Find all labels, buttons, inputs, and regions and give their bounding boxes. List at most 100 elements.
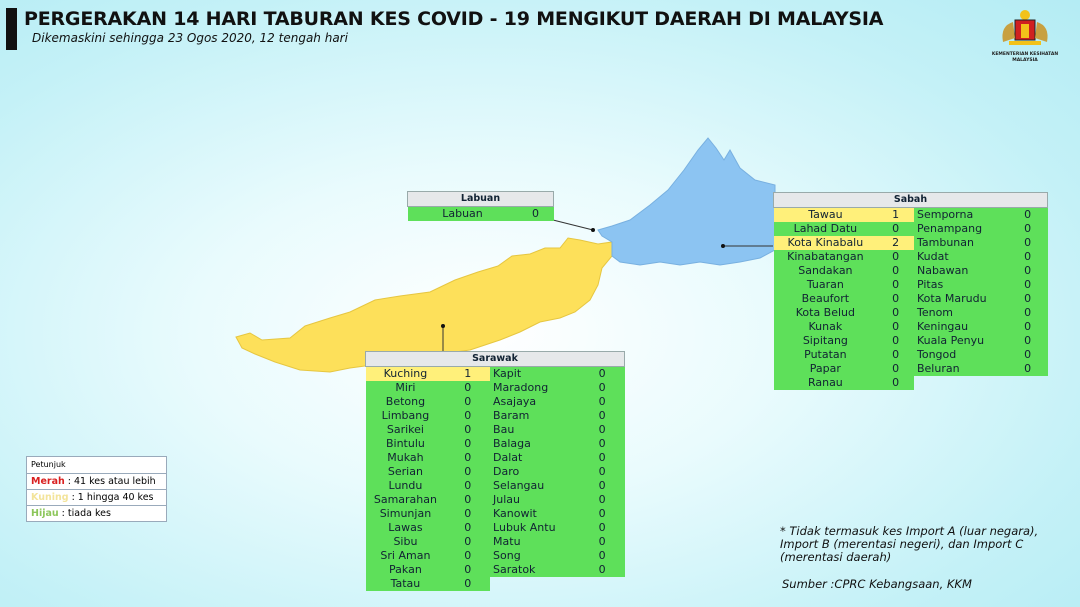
table-row: Ranau 0 xyxy=(773,376,1048,390)
case-count: 0 xyxy=(445,507,491,521)
case-count: 0 xyxy=(579,366,625,381)
district-name: Bintulu xyxy=(365,437,446,451)
coat-of-arms-icon xyxy=(1002,10,1048,45)
case-count: 0 xyxy=(579,409,625,423)
case-count: 0 xyxy=(579,507,625,521)
case-count: 0 xyxy=(1007,207,1048,222)
case-count: 0 xyxy=(1007,292,1048,306)
case-count: 0 xyxy=(1007,222,1048,236)
district-name: Simunjan xyxy=(365,507,446,521)
district-name: Dalat xyxy=(490,451,580,465)
district-name: Sri Aman xyxy=(365,549,446,563)
table-row: Kinabatangan 0 Kudat 0 xyxy=(773,250,1048,264)
district-name: Tatau xyxy=(365,577,446,591)
district-name: Kota Kinabalu xyxy=(773,236,878,250)
district-name: Saratok xyxy=(490,563,580,577)
case-count: 0 xyxy=(877,264,914,278)
logo-text: KEMENTERIAN KESIHATAN MALAYSIA xyxy=(991,52,1059,63)
district-name: Putatan xyxy=(773,348,878,362)
district-name: Tawau xyxy=(773,207,878,222)
table-row: Samarahan 0 Julau 0 xyxy=(365,493,625,507)
case-count: 0 xyxy=(579,437,625,451)
case-count: 0 xyxy=(445,479,491,493)
sabah-marker xyxy=(721,244,725,248)
page-subtitle: Dikemaskini sehingga 23 Ogos 2020, 12 te… xyxy=(32,31,348,45)
table-row: Sri Aman 0 Song 0 xyxy=(365,549,625,563)
district-name: Pitas xyxy=(913,278,1008,292)
case-count: 1 xyxy=(445,366,491,381)
case-count: 0 xyxy=(445,423,491,437)
district-name: Kota Marudu xyxy=(913,292,1008,306)
case-count: 0 xyxy=(579,493,625,507)
case-count: 0 xyxy=(579,535,625,549)
district-name: Selangau xyxy=(490,479,580,493)
district-name: Kudat xyxy=(913,250,1008,264)
table-row: Putatan 0 Tongod 0 xyxy=(773,348,1048,362)
case-count: 0 xyxy=(445,577,491,591)
district-name: Kanowit xyxy=(490,507,580,521)
title-accent-bar xyxy=(6,8,17,50)
table-row: Beaufort 0 Kota Marudu 0 xyxy=(773,292,1048,306)
table-row: Betong 0 Asajaya 0 xyxy=(365,395,625,409)
case-count: 0 xyxy=(445,549,491,563)
empty-cell xyxy=(490,577,624,591)
case-count: 1 xyxy=(877,207,914,222)
district-name: Tuaran xyxy=(773,278,878,292)
case-count: 0 xyxy=(445,437,491,451)
case-count: 0 xyxy=(877,348,914,362)
case-count: 0 xyxy=(1007,278,1048,292)
table-row: Lundu 0 Selangau 0 xyxy=(365,479,625,493)
district-name: Asajaya xyxy=(490,395,580,409)
table-row: Tawau 1 Semporna 0 xyxy=(773,207,1048,222)
case-count: 0 xyxy=(445,381,491,395)
case-count: 0 xyxy=(445,451,491,465)
district-name: Miri xyxy=(365,381,446,395)
table-row: Pakan 0 Saratok 0 xyxy=(365,563,625,577)
case-count: 0 xyxy=(579,423,625,437)
district-name: Nabawan xyxy=(913,264,1008,278)
district-name: Kota Belud xyxy=(773,306,878,320)
case-count: 0 xyxy=(877,250,914,264)
labuan-pointer xyxy=(552,219,594,231)
footnote-line: (merentasi daerah) xyxy=(780,550,892,564)
case-count: 0 xyxy=(517,206,554,221)
legend-item-green: Hijau : tiada kes xyxy=(27,505,166,521)
district-name: Tambunan xyxy=(913,236,1008,250)
district-name: Beaufort xyxy=(773,292,878,306)
district-name: Penampang xyxy=(913,222,1008,236)
table-row: Tatau 0 xyxy=(365,577,625,591)
district-name: Song xyxy=(490,549,580,563)
table-row: Kunak 0 Keningau 0 xyxy=(773,320,1048,334)
case-count: 0 xyxy=(877,306,914,320)
district-name: Sipitang xyxy=(773,334,878,348)
case-count: 0 xyxy=(877,222,914,236)
district-name: Limbang xyxy=(365,409,446,423)
case-count: 0 xyxy=(877,320,914,334)
case-count: 0 xyxy=(1007,348,1048,362)
district-name: Sandakan xyxy=(773,264,878,278)
district-name: Ranau xyxy=(773,376,878,390)
district-name: Kinabatangan xyxy=(773,250,878,264)
sabah-table: Sabah Tawau 1 Semporna 0 Lahad Datu 0 Penampang… xyxy=(773,192,1048,390)
district-name: Julau xyxy=(490,493,580,507)
legend-text: : 1 hingga 40 kes xyxy=(71,492,154,503)
legend-key: Kuning xyxy=(31,492,69,503)
table-row: Lawas 0 Lubuk Antu 0 xyxy=(365,521,625,535)
case-count: 0 xyxy=(877,278,914,292)
district-name: Serian xyxy=(365,465,446,479)
labuan-header: Labuan xyxy=(407,191,554,207)
district-name: Maradong xyxy=(490,381,580,395)
table-row: Kota Belud 0 Tenom 0 xyxy=(773,306,1048,320)
district-name: Balaga xyxy=(490,437,580,451)
case-count: 0 xyxy=(579,521,625,535)
sarawak-header: Sarawak xyxy=(365,351,625,367)
table-row: Tuaran 0 Pitas 0 xyxy=(773,278,1048,292)
district-name: Matu xyxy=(490,535,580,549)
case-count: 0 xyxy=(1007,250,1048,264)
district-name: Kuching xyxy=(365,366,446,381)
legend-item-red: Merah : 41 kes atau lebih xyxy=(27,473,166,489)
case-count: 2 xyxy=(877,236,914,250)
district-name: Semporna xyxy=(913,207,1008,222)
legend-text: : 41 kes atau lebih xyxy=(67,476,156,487)
table-row: Papar 0 Beluran 0 xyxy=(773,362,1048,376)
